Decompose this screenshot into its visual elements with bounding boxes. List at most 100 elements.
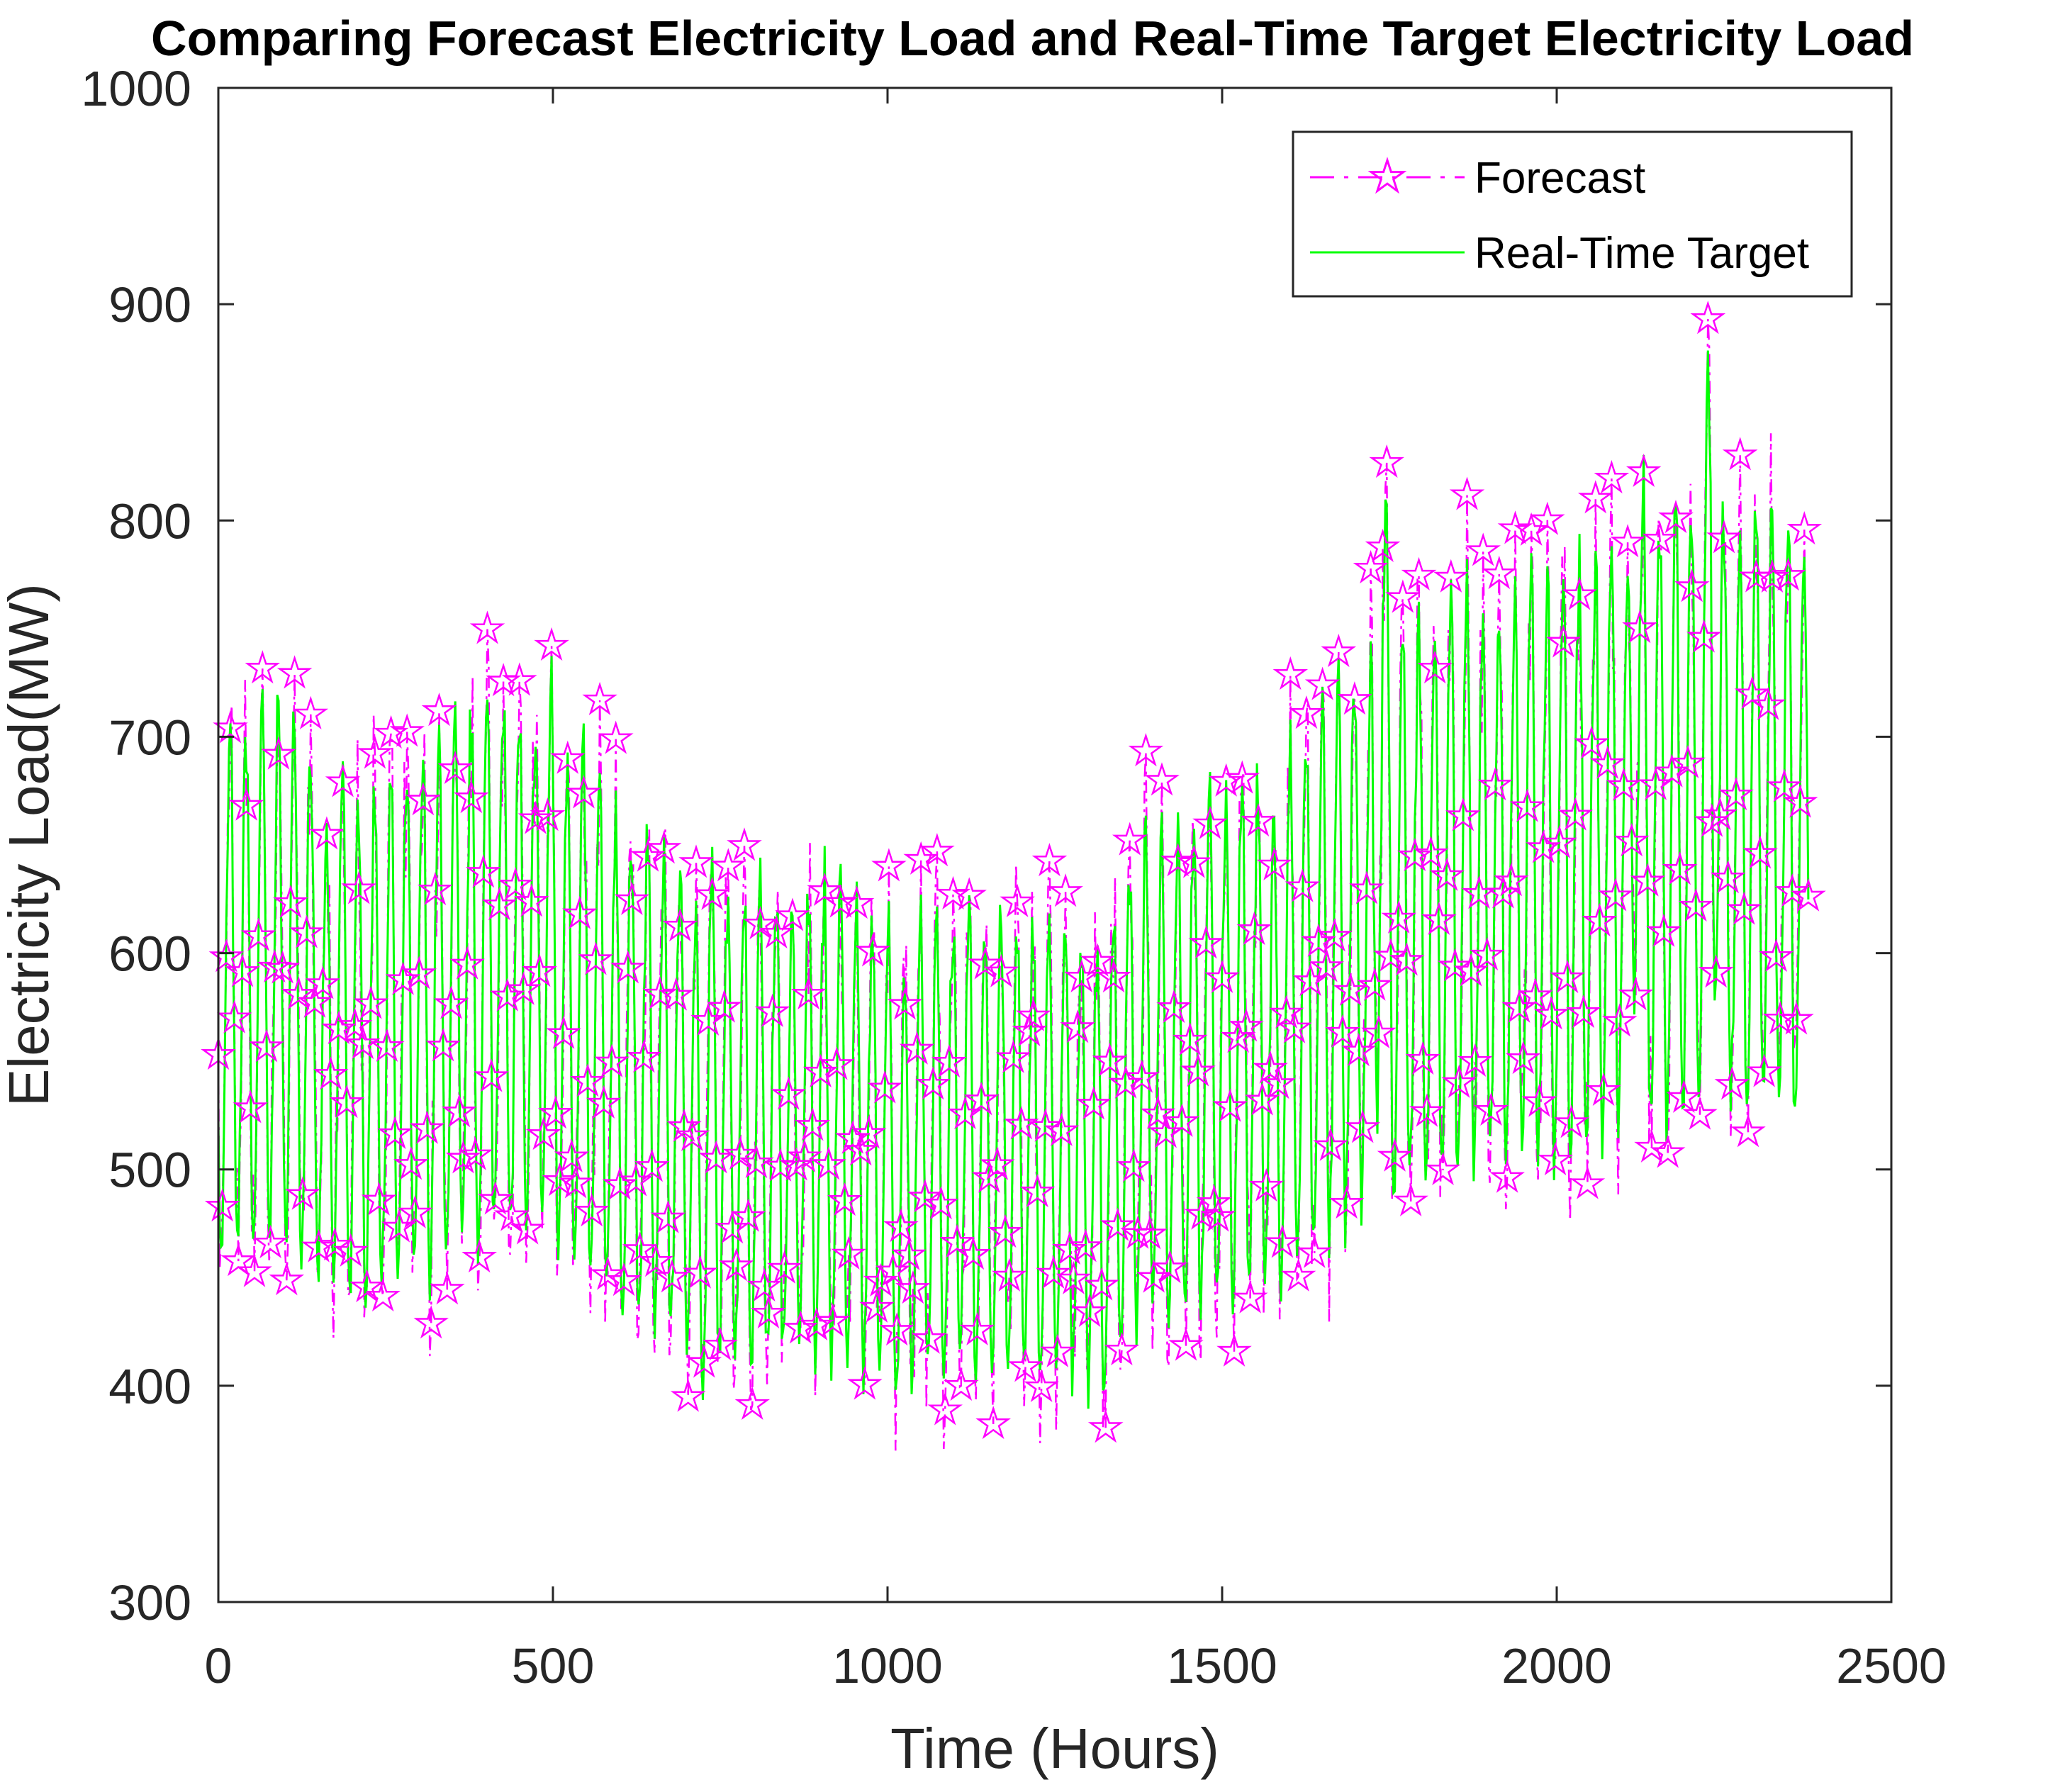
forecast-point <box>1051 1231 1087 1265</box>
forecast-point <box>1043 1112 1080 1146</box>
y-axis-label: Electricity Load(MW) <box>0 583 60 1107</box>
forecast-point <box>1168 1327 1204 1361</box>
forecast-point <box>634 1148 670 1182</box>
forecast-point <box>1449 476 1485 510</box>
forecast-point <box>401 956 437 990</box>
forecast-point <box>1040 1333 1075 1367</box>
forecast-point <box>1642 520 1678 554</box>
forecast-point <box>787 1138 822 1172</box>
forecast-point <box>505 971 542 1005</box>
forecast-point <box>783 1310 819 1344</box>
forecast-point <box>1204 959 1240 993</box>
forecast-point <box>1112 822 1148 856</box>
forecast-point <box>1782 784 1818 818</box>
forecast-point <box>1501 989 1537 1023</box>
forecast-point <box>341 870 377 905</box>
forecast-point <box>1770 557 1806 591</box>
forecast-point <box>1542 824 1577 858</box>
x-tick-label: 1500 <box>1167 1638 1277 1693</box>
forecast-point <box>1019 1173 1056 1208</box>
forecast-point <box>1409 1093 1445 1127</box>
forecast-point <box>1060 1009 1095 1043</box>
forecast-point <box>357 735 393 769</box>
forecast-point <box>1758 938 1794 973</box>
forecast-point <box>305 965 341 999</box>
forecast-point <box>329 1084 365 1119</box>
forecast-point <box>630 838 666 872</box>
forecast-point <box>1160 843 1196 877</box>
forecast-point <box>538 1095 573 1129</box>
forecast-point <box>706 989 742 1023</box>
forecast-point <box>389 713 425 747</box>
forecast-point <box>831 1236 867 1270</box>
forecast-point <box>1586 1072 1621 1106</box>
forecast-point <box>1357 967 1393 1001</box>
forecast-point <box>1304 666 1341 700</box>
forecast-point <box>1710 860 1746 894</box>
forecast-point <box>987 1214 1023 1248</box>
forecast-point <box>349 1268 385 1303</box>
x-tick-label: 2500 <box>1836 1638 1947 1693</box>
forecast-point <box>622 1231 658 1265</box>
forecast-point <box>1361 1014 1397 1048</box>
forecast-point <box>751 1294 786 1329</box>
forecast-point <box>1574 725 1609 759</box>
forecast-point <box>626 1039 662 1073</box>
forecast-point <box>923 1186 959 1220</box>
x-tick-label: 1000 <box>832 1638 943 1693</box>
forecast-point <box>317 1226 353 1261</box>
forecast-point <box>602 1166 638 1200</box>
forecast-point <box>1730 1114 1766 1148</box>
forecast-point <box>662 907 698 942</box>
forecast-point <box>1477 766 1513 801</box>
forecast-point <box>1489 1159 1525 1193</box>
y-tick-label: 900 <box>108 277 191 332</box>
forecast-point <box>1208 763 1244 797</box>
forecast-point <box>542 1163 578 1197</box>
forecast-point <box>1172 1021 1208 1056</box>
forecast-point <box>1260 1065 1297 1099</box>
forecast-point <box>1132 1216 1168 1250</box>
forecast-point <box>835 1120 871 1154</box>
forecast-point <box>281 976 317 1010</box>
y-tick-label: 400 <box>108 1359 191 1414</box>
forecast-point <box>208 939 245 973</box>
forecast-point <box>658 977 694 1011</box>
forecast-point <box>1116 1148 1152 1182</box>
forecast-point <box>1630 863 1666 897</box>
forecast-point <box>578 941 614 975</box>
forecast-point <box>1144 762 1180 796</box>
forecast-point <box>1690 301 1726 335</box>
forecast-point <box>514 883 549 917</box>
forecast-point <box>944 1367 979 1401</box>
forecast-point <box>1767 768 1802 802</box>
forecast-point <box>1779 1001 1814 1035</box>
forecast-point <box>333 1233 369 1267</box>
forecast-point <box>1048 873 1083 907</box>
forecast-point <box>771 1076 807 1110</box>
legend[interactable]: Forecast Real-Time Target <box>1292 130 1853 298</box>
forecast-point <box>1140 1095 1176 1129</box>
forecast-point <box>1598 878 1633 912</box>
forecast-point <box>1750 686 1786 720</box>
forecast-point <box>875 1253 911 1287</box>
forecast-point <box>1309 948 1345 982</box>
forecast-point <box>1577 480 1613 514</box>
forecast-point <box>1569 1165 1606 1199</box>
forecast-point <box>1272 656 1309 690</box>
forecast-point <box>1072 1293 1107 1327</box>
forecast-point <box>1373 938 1409 972</box>
forecast-markers <box>201 301 1826 1443</box>
forecast-point <box>1176 844 1212 878</box>
forecast-point <box>1000 883 1035 917</box>
forecast-point <box>855 933 891 967</box>
forecast-point <box>573 1193 610 1227</box>
axes-box <box>217 86 1893 1603</box>
forecast-point <box>1365 528 1401 562</box>
y-tick-label: 500 <box>108 1143 191 1198</box>
forecast-point <box>510 1211 545 1245</box>
forecast-point <box>815 1303 851 1337</box>
forecast-point <box>1425 1151 1461 1185</box>
forecast-point <box>570 1063 605 1097</box>
